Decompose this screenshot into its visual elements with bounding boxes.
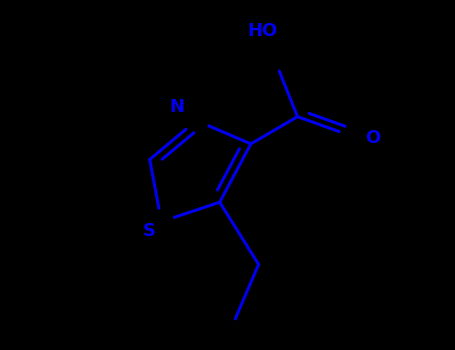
Text: O: O [365,129,381,147]
Text: S: S [143,222,156,240]
Text: N: N [170,98,185,116]
Text: HO: HO [248,22,278,40]
